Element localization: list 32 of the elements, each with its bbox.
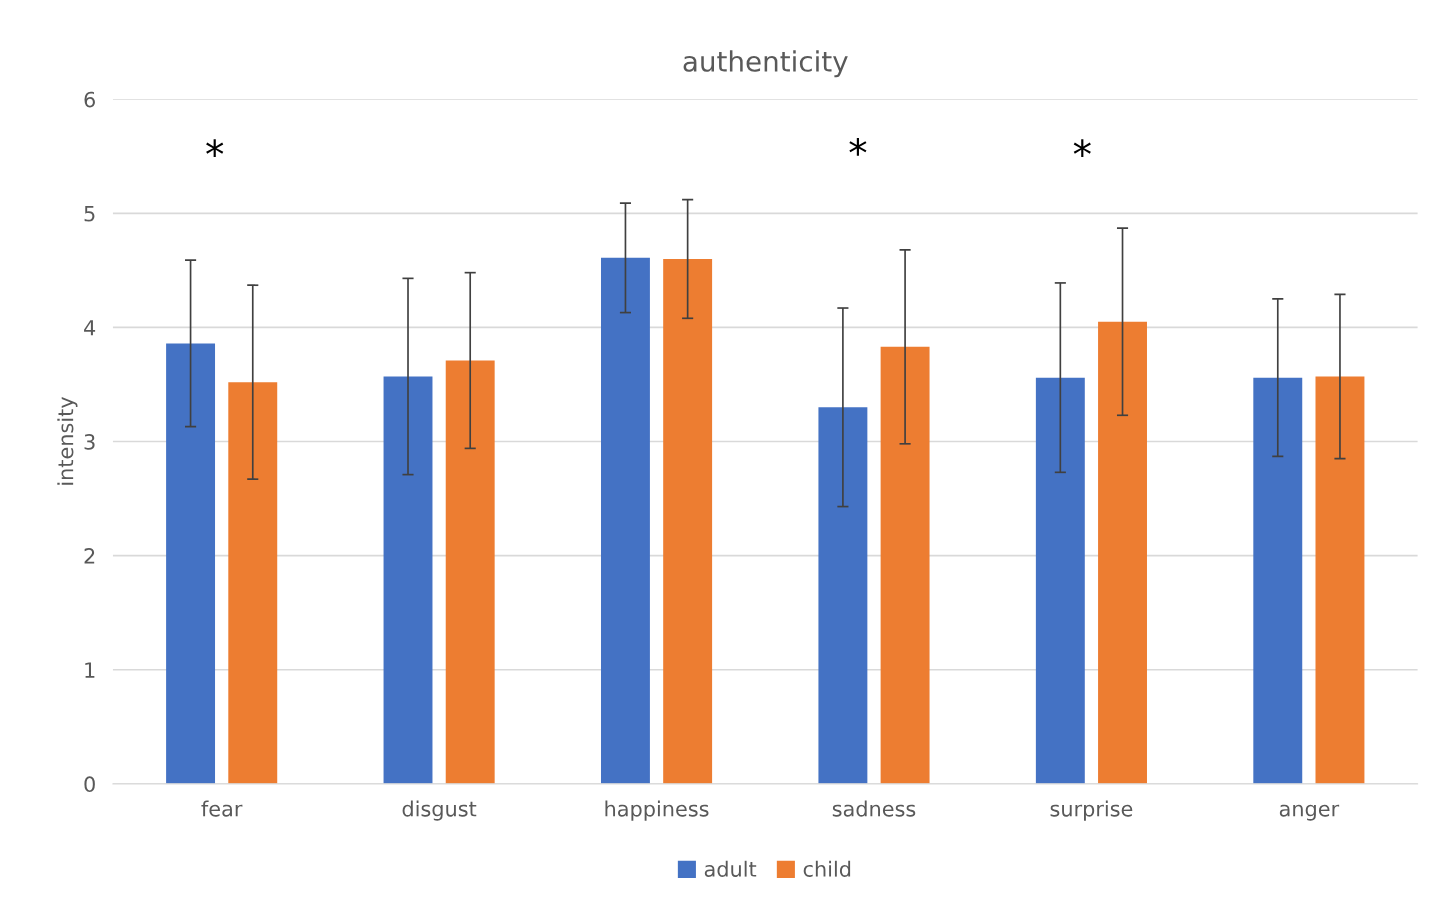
y-axis-title: intensity xyxy=(57,396,78,485)
bar xyxy=(383,376,433,784)
annotation: * xyxy=(849,137,867,156)
y-tick-label: 6 xyxy=(84,91,95,108)
bar xyxy=(1315,376,1365,784)
x-tick-label: happiness xyxy=(605,800,709,821)
bar xyxy=(600,257,650,784)
bar xyxy=(1253,377,1303,784)
bar xyxy=(228,382,278,784)
legend-label: child xyxy=(803,860,851,877)
bar xyxy=(445,360,495,784)
y-tick-label: 1 xyxy=(85,662,95,678)
bar xyxy=(818,407,868,784)
y-tick-label: 0 xyxy=(84,776,95,793)
x-tick-label: fear xyxy=(201,800,243,817)
annotation: * xyxy=(206,139,224,158)
bar xyxy=(1098,321,1147,784)
bar xyxy=(663,258,713,784)
bar xyxy=(1035,377,1085,784)
y-tick-label: 2 xyxy=(84,548,95,564)
x-tick-label: disgust xyxy=(402,800,477,821)
x-tick-label: anger xyxy=(1279,804,1340,821)
annotation: * xyxy=(1073,139,1091,158)
legend-label: adult xyxy=(704,860,757,877)
x-tick-label: sadness xyxy=(832,800,916,817)
chart-title: authenticity xyxy=(683,50,848,78)
bar xyxy=(880,346,930,784)
y-tick-label: 5 xyxy=(84,206,95,222)
x-tick-label: surprise xyxy=(1050,800,1133,821)
bar xyxy=(166,343,216,784)
y-tick-label: 4 xyxy=(84,320,96,336)
y-tick-label: 3 xyxy=(84,433,95,450)
